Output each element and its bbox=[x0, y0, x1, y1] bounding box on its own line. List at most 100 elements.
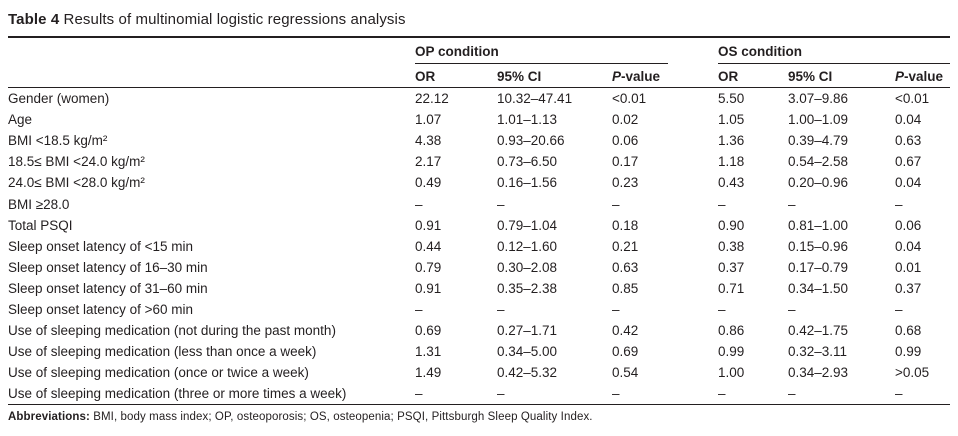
os-or-value: – bbox=[718, 386, 726, 402]
op-or-value: 2.17 bbox=[415, 154, 442, 170]
os-p-value: 0.04 bbox=[895, 175, 922, 191]
group-header-os: OS condition bbox=[718, 38, 950, 65]
table-row: Use of sleeping medication (less than on… bbox=[8, 341, 950, 362]
os-ci-value: – bbox=[788, 386, 796, 402]
os-or-value: 1.00 bbox=[718, 365, 745, 381]
row-label: Use of sleeping medication (not during t… bbox=[8, 323, 336, 339]
os-or-value: – bbox=[718, 301, 726, 317]
op-ci-value: 0.42–5.32 bbox=[497, 365, 558, 381]
op-p-value: 0.42 bbox=[612, 323, 639, 339]
os-ci-value: 0.42–1.75 bbox=[788, 323, 849, 339]
group-header-op-label: OP condition bbox=[415, 44, 668, 64]
column-header-os-or: OR bbox=[718, 68, 739, 84]
row-label: Age bbox=[8, 112, 33, 128]
os-ci-value: 0.81–1.00 bbox=[788, 217, 849, 233]
os-ci-value: 0.54–2.58 bbox=[788, 154, 849, 170]
op-p-value: – bbox=[612, 301, 620, 317]
op-or-value: – bbox=[415, 386, 423, 402]
os-p-value: 0.01 bbox=[895, 259, 922, 275]
os-ci-value: 0.32–3.11 bbox=[788, 344, 848, 360]
os-p-value: 0.06 bbox=[895, 217, 922, 233]
op-or-value: 4.38 bbox=[415, 133, 442, 149]
column-header-os-p: P-value bbox=[895, 68, 944, 84]
os-or-value: 1.05 bbox=[718, 112, 745, 128]
os-or-value: 0.86 bbox=[718, 323, 745, 339]
op-ci-value: – bbox=[497, 386, 505, 402]
group-header-os-label: OS condition bbox=[718, 44, 950, 64]
os-or-value: 0.71 bbox=[718, 280, 745, 296]
row-label: Sleep onset latency of <15 min bbox=[8, 238, 193, 254]
column-header-op-or: OR bbox=[415, 68, 436, 84]
op-p-value: 0.54 bbox=[612, 365, 639, 381]
op-or-value: – bbox=[415, 196, 423, 212]
table-title-label: Table 4 bbox=[8, 11, 60, 28]
os-or-value: – bbox=[718, 196, 726, 212]
op-p-value: 0.85 bbox=[612, 280, 639, 296]
op-p-value: – bbox=[612, 386, 620, 402]
row-label: Gender (women) bbox=[8, 91, 110, 107]
abbreviations-footnote: Abbreviations: BMI, body mass index; OP,… bbox=[8, 405, 950, 423]
op-p-value: 0.63 bbox=[612, 259, 639, 275]
os-or-value: 1.36 bbox=[718, 133, 745, 149]
op-or-value: 1.07 bbox=[415, 112, 442, 128]
op-or-value: 0.69 bbox=[415, 323, 442, 339]
os-ci-value: 0.34–1.50 bbox=[788, 280, 849, 296]
os-or-value: 0.99 bbox=[718, 344, 745, 360]
os-ci-value: 0.20–0.96 bbox=[788, 175, 849, 191]
row-label: Use of sleeping medication (three or mor… bbox=[8, 386, 347, 402]
op-p-value: 0.21 bbox=[612, 238, 639, 254]
op-or-value: 0.49 bbox=[415, 175, 442, 191]
os-p-value: – bbox=[895, 196, 903, 212]
os-ci-value: – bbox=[788, 196, 796, 212]
os-ci-value: 0.17–0.79 bbox=[788, 259, 849, 275]
op-ci-value: – bbox=[497, 196, 505, 212]
abbreviations-text: BMI, body mass index; OP, osteoporosis; … bbox=[89, 411, 593, 424]
op-or-value: 1.49 bbox=[415, 365, 442, 381]
group-header-spacer bbox=[8, 38, 415, 65]
op-p-value: 0.18 bbox=[612, 217, 639, 233]
row-label: 24.0≤ BMI <28.0 kg/m² bbox=[8, 175, 145, 191]
op-ci-value: 0.12–1.60 bbox=[497, 238, 558, 254]
table-row: Total PSQI 0.91 0.79–1.04 0.18 0.90 0.81… bbox=[8, 215, 950, 236]
op-p-value: 0.02 bbox=[612, 112, 639, 128]
os-ci-value: 3.07–9.86 bbox=[788, 91, 849, 107]
abbreviations-label: Abbreviations: bbox=[8, 411, 90, 424]
op-p-value: <0.01 bbox=[612, 91, 647, 107]
table-row: Use of sleeping medication (not during t… bbox=[8, 320, 950, 341]
regression-table: OP condition OS condition OR 95% CI P-va… bbox=[8, 36, 950, 406]
row-label: 18.5≤ BMI <24.0 kg/m² bbox=[8, 154, 145, 170]
op-ci-value: – bbox=[497, 301, 505, 317]
os-p-value: <0.01 bbox=[895, 91, 930, 107]
table-row: BMI ≥28.0 – – – – – – bbox=[8, 193, 950, 214]
os-p-value: 0.99 bbox=[895, 344, 922, 360]
row-label: Use of sleeping medication (less than on… bbox=[8, 344, 317, 360]
os-or-value: 0.38 bbox=[718, 238, 745, 254]
op-or-value: 0.44 bbox=[415, 238, 442, 254]
op-p-value: 0.17 bbox=[612, 154, 639, 170]
op-ci-value: 0.16–1.56 bbox=[497, 175, 558, 191]
group-header-op: OP condition bbox=[415, 38, 718, 65]
row-label: Use of sleeping medication (once or twic… bbox=[8, 365, 309, 381]
table-row: Sleep onset latency of 16–30 min 0.79 0.… bbox=[8, 257, 950, 278]
os-p-value: – bbox=[895, 301, 903, 317]
os-ci-value: 0.39–4.79 bbox=[788, 133, 849, 149]
op-or-value: 0.91 bbox=[415, 280, 442, 296]
table-row: 18.5≤ BMI <24.0 kg/m² 2.17 0.73–6.50 0.1… bbox=[8, 151, 950, 172]
os-p-value: 0.67 bbox=[895, 154, 922, 170]
column-header-os-ci: 95% CI bbox=[788, 68, 833, 84]
group-header-row: OP condition OS condition bbox=[8, 38, 950, 65]
os-or-value: 5.50 bbox=[718, 91, 745, 107]
op-ci-value: 0.93–20.66 bbox=[497, 133, 565, 149]
row-label: BMI ≥28.0 bbox=[8, 196, 70, 212]
table-row: Gender (women) 22.12 10.32–47.41 <0.01 5… bbox=[8, 88, 950, 109]
op-ci-value: 0.30–2.08 bbox=[497, 259, 558, 275]
column-header-op-p: P-value bbox=[612, 68, 661, 84]
op-ci-value: 0.27–1.71 bbox=[497, 323, 558, 339]
op-p-value: 0.06 bbox=[612, 133, 639, 149]
op-ci-value: 10.32–47.41 bbox=[497, 91, 573, 107]
os-p-value: 0.04 bbox=[895, 112, 922, 128]
op-p-value: – bbox=[612, 196, 620, 212]
os-or-value: 0.37 bbox=[718, 259, 745, 275]
row-label: Sleep onset latency of 16–30 min bbox=[8, 259, 208, 275]
op-or-value: 0.91 bbox=[415, 217, 442, 233]
